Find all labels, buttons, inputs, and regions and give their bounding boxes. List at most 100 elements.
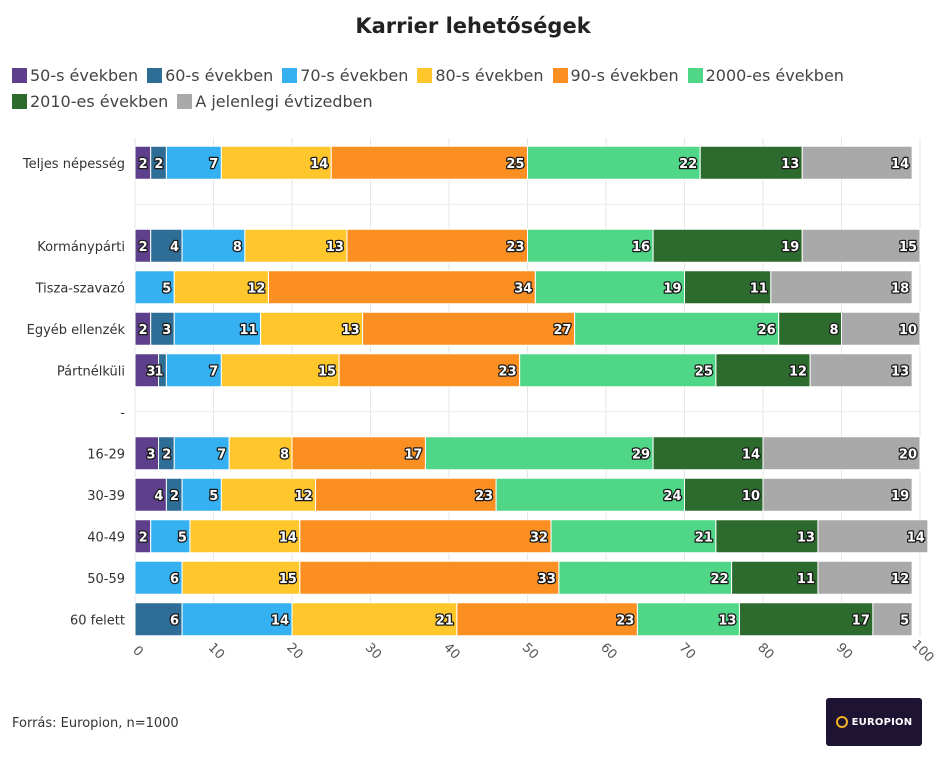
data-label: 24 bbox=[663, 489, 681, 504]
data-label: 23 bbox=[499, 364, 517, 379]
bar-segment bbox=[738, 602, 874, 637]
data-label: 25 bbox=[695, 364, 713, 379]
bar-segment bbox=[550, 519, 717, 554]
data-label: 23 bbox=[616, 613, 634, 628]
legend-item[interactable]: 2010-es években bbox=[12, 92, 168, 111]
data-label: 34 bbox=[514, 281, 532, 296]
bar-segment bbox=[244, 228, 348, 263]
legend-item[interactable]: 2000-es években bbox=[687, 66, 844, 85]
bar-segment bbox=[778, 311, 843, 346]
category-label: Tisza-szavazó bbox=[35, 281, 125, 296]
bar-segment bbox=[189, 519, 301, 554]
data-label: 10 bbox=[742, 489, 760, 504]
data-label: 12 bbox=[294, 489, 312, 504]
category-label: Egyéb ellenzék bbox=[27, 323, 126, 338]
bar-segment bbox=[574, 311, 780, 346]
data-label: 23 bbox=[475, 489, 493, 504]
x-tick-label: 60 bbox=[597, 640, 619, 662]
bar-segment bbox=[338, 353, 521, 388]
data-label: 14 bbox=[742, 447, 760, 462]
data-label: 8 bbox=[233, 240, 242, 255]
data-label: 22 bbox=[711, 572, 729, 587]
bar-segment bbox=[872, 602, 913, 637]
bar-segment bbox=[299, 560, 560, 595]
bar-segment bbox=[699, 145, 803, 180]
legend-row: 50-s években 60-s években 70-s években 8… bbox=[12, 62, 912, 88]
bar-segment bbox=[456, 602, 638, 637]
bar-segment bbox=[770, 270, 913, 305]
x-tick-label: 40 bbox=[440, 640, 462, 662]
bar-segment bbox=[527, 228, 654, 263]
data-label: 16 bbox=[632, 240, 650, 255]
legend-item[interactable]: A jelenlegi évtizedben bbox=[177, 92, 373, 111]
legend-label: 60-s években bbox=[165, 65, 274, 85]
bar-segment bbox=[841, 311, 921, 346]
bar-segment bbox=[291, 436, 426, 471]
data-label: 11 bbox=[240, 323, 258, 338]
x-tick-label: 50 bbox=[519, 640, 541, 662]
x-tick-label: 70 bbox=[676, 640, 698, 662]
bar-segment bbox=[173, 436, 230, 471]
data-label: 13 bbox=[718, 613, 736, 628]
bar-segment bbox=[220, 145, 332, 180]
bar-segment bbox=[362, 311, 576, 346]
data-label: 2 bbox=[170, 489, 179, 504]
logo-mark-icon bbox=[835, 716, 848, 728]
bar-segment bbox=[424, 436, 654, 471]
data-label: 19 bbox=[891, 489, 909, 504]
data-label: 3 bbox=[147, 447, 156, 462]
bar-segment bbox=[346, 228, 529, 263]
bar-segment bbox=[134, 560, 183, 595]
data-label: 29 bbox=[632, 447, 650, 462]
bar-segment bbox=[534, 270, 685, 305]
data-label: 13 bbox=[342, 323, 360, 338]
legend-item[interactable]: 80-s években bbox=[417, 66, 544, 85]
data-label: 13 bbox=[797, 530, 815, 545]
legend-swatch bbox=[552, 67, 568, 83]
bar-segment bbox=[165, 353, 222, 388]
x-tick-label: 100 bbox=[908, 637, 936, 665]
data-label: 21 bbox=[436, 613, 454, 628]
legend-swatch bbox=[12, 93, 27, 109]
legend-label: 50-s években bbox=[30, 65, 139, 85]
category-label: 40-49 bbox=[87, 530, 125, 545]
bar-segment bbox=[181, 477, 222, 512]
category-label: Pártnélküli bbox=[57, 364, 125, 379]
legend-label: 90-s években bbox=[570, 65, 679, 85]
data-label: 14 bbox=[891, 157, 909, 172]
data-label: 27 bbox=[554, 323, 572, 338]
data-label: 20 bbox=[899, 447, 917, 462]
bar-segment bbox=[299, 519, 552, 554]
x-tick-label: 80 bbox=[754, 640, 776, 662]
bar-segment bbox=[220, 477, 317, 512]
bar-segment bbox=[134, 477, 167, 512]
bar-segment bbox=[181, 602, 293, 637]
category-label: 30-39 bbox=[87, 489, 125, 504]
data-label: 7 bbox=[209, 364, 218, 379]
bar-segment bbox=[291, 602, 458, 637]
data-label: 5 bbox=[178, 530, 187, 545]
data-label: 15 bbox=[318, 364, 336, 379]
legend-item[interactable]: 50-s években bbox=[12, 66, 138, 85]
data-label: 6 bbox=[170, 613, 179, 628]
legend-item[interactable]: 90-s években bbox=[552, 65, 679, 85]
x-tick-label: 20 bbox=[283, 640, 305, 662]
bar-segment bbox=[519, 353, 717, 388]
data-label: 3 bbox=[162, 323, 171, 338]
bar-segment bbox=[731, 560, 819, 595]
bar-segment bbox=[150, 519, 191, 554]
bar-segment bbox=[762, 436, 921, 471]
data-label: 14 bbox=[310, 157, 328, 172]
legend-item[interactable]: 70-s években bbox=[282, 66, 408, 85]
data-label: 19 bbox=[781, 240, 799, 255]
data-label: 12 bbox=[891, 572, 909, 587]
data-label: 13 bbox=[326, 240, 344, 255]
bar-segment bbox=[817, 560, 913, 595]
legend-swatch bbox=[417, 67, 433, 83]
data-label: 32 bbox=[530, 530, 548, 545]
legend-label: 70-s években bbox=[300, 65, 409, 85]
legend-item[interactable]: 60-s években bbox=[147, 66, 273, 85]
bar-segment bbox=[260, 311, 364, 346]
legend-label: 2010-es években bbox=[30, 91, 169, 111]
bar-segment bbox=[267, 270, 536, 305]
